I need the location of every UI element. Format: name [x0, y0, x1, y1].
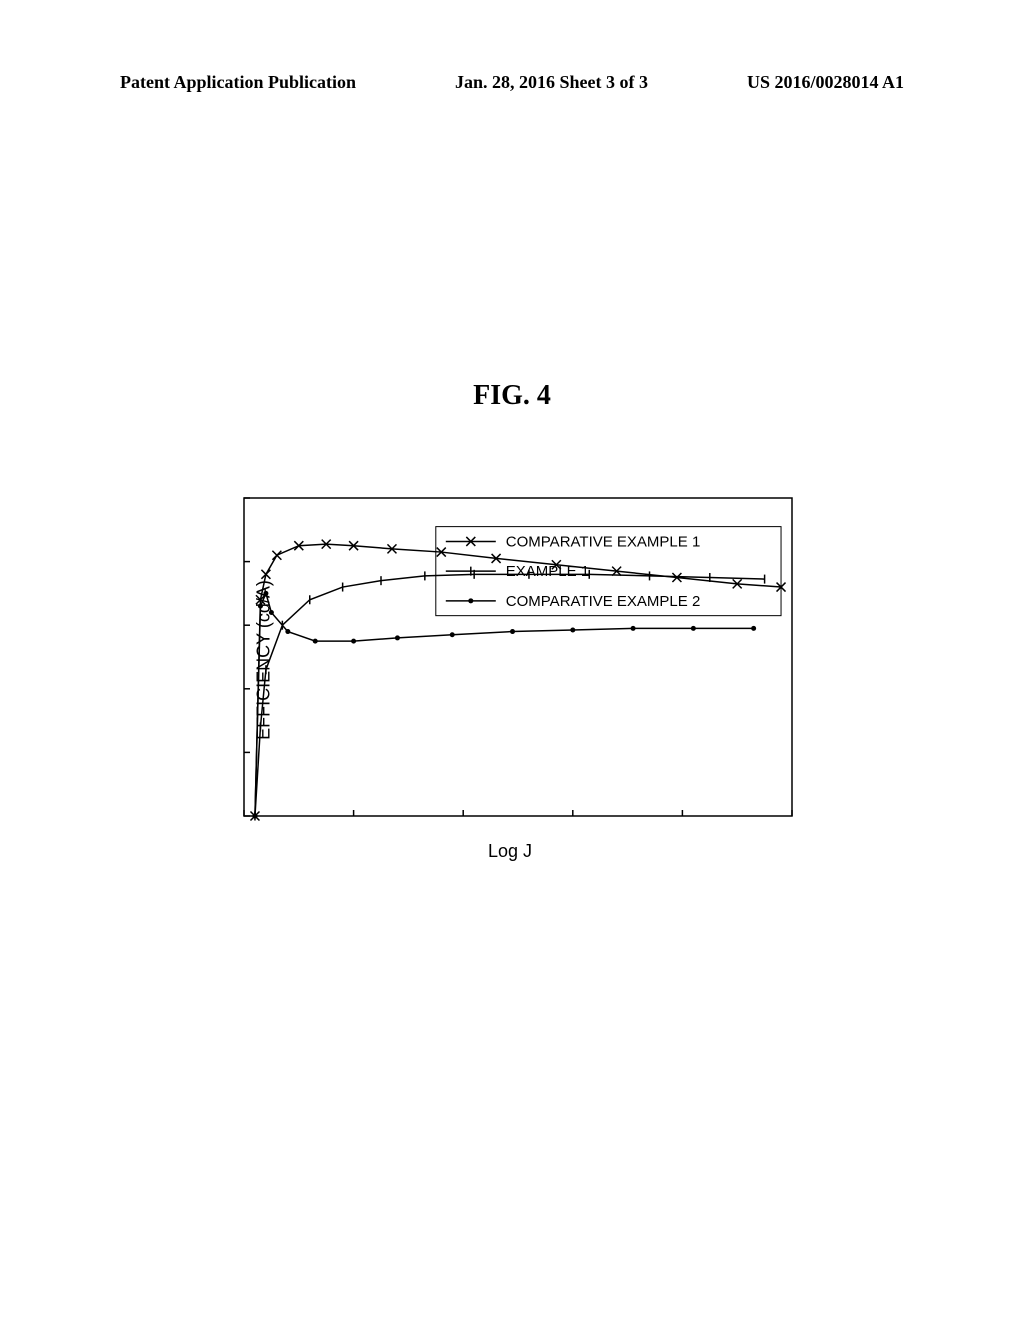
figure-title: FIG. 4 — [0, 380, 1024, 412]
svg-text:COMPARATIVE EXAMPLE 1: COMPARATIVE EXAMPLE 1 — [506, 533, 701, 550]
y-axis-label: EFFICIENCY (cd/A) — [253, 580, 274, 740]
svg-text:EXAMPLE 1: EXAMPLE 1 — [506, 563, 589, 580]
efficiency-chart: EFFICIENCY (cd/A) COMPARATIVE EXAMPLE 1 E… — [220, 490, 800, 830]
x-axis-label: Log J — [488, 841, 532, 862]
page-header: Patent Application Publication Jan. 28, … — [0, 72, 1024, 93]
chart-svg: COMPARATIVE EXAMPLE 1 EXAMPLE 1 COMPARATIV… — [220, 490, 800, 830]
header-right: US 2016/0028014 A1 — [747, 72, 904, 93]
header-center: Jan. 28, 2016 Sheet 3 of 3 — [455, 72, 648, 93]
svg-text:COMPARATIVE EXAMPLE 2: COMPARATIVE EXAMPLE 2 — [506, 593, 701, 610]
header-left: Patent Application Publication — [120, 72, 356, 93]
